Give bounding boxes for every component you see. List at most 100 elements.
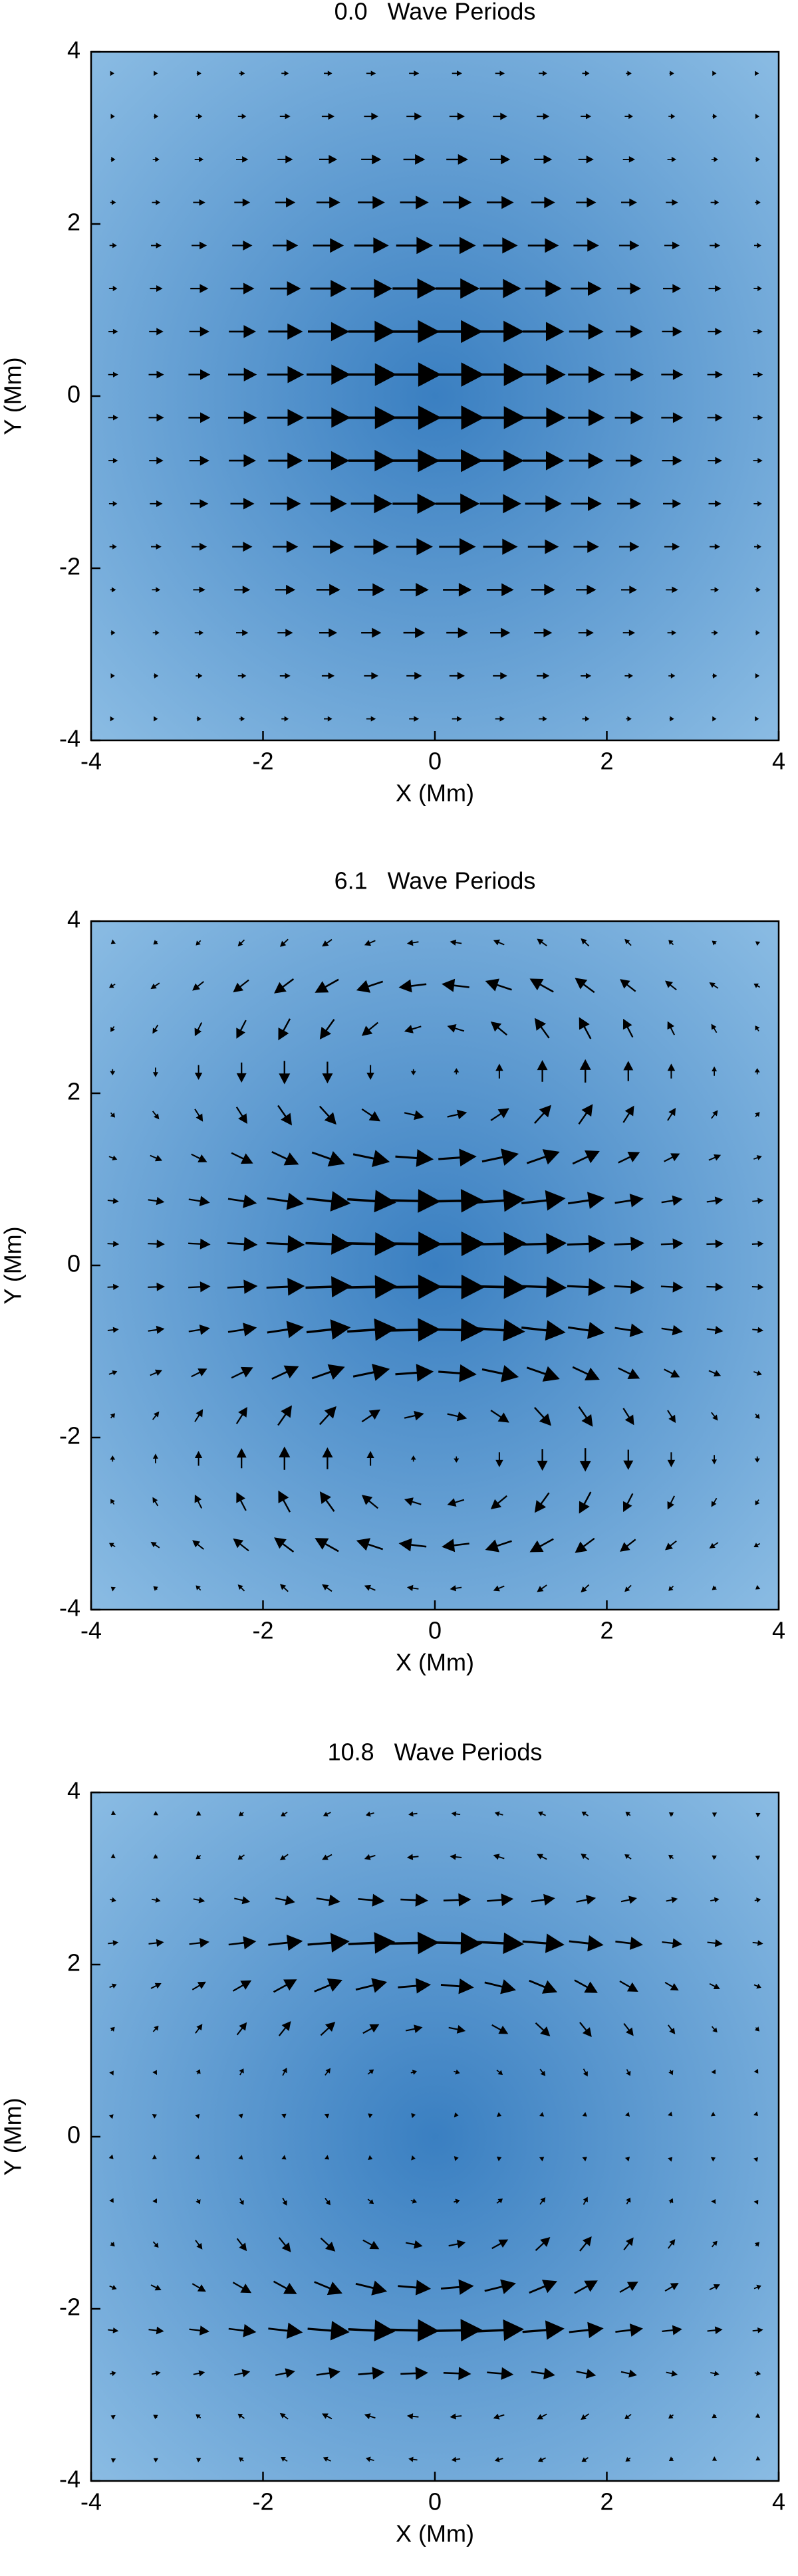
vector-arrow <box>625 1812 631 1817</box>
vector-arrow <box>188 369 211 380</box>
vector-arrow <box>708 328 722 336</box>
vector-arrow <box>273 239 299 252</box>
vector-arrow <box>388 1189 441 1213</box>
vector-arrow <box>755 2413 761 2418</box>
vector-arrow <box>753 415 763 421</box>
vector-arrow <box>496 2070 503 2076</box>
vector-arrow <box>368 2113 373 2119</box>
vector-arrow <box>196 1854 201 1860</box>
vector-arrow <box>579 2236 592 2252</box>
vector-arrow <box>620 979 636 992</box>
vector-arrow <box>619 1980 638 1992</box>
vector-arrow <box>151 2371 161 2376</box>
vector-arrow <box>754 544 761 550</box>
vector-arrow <box>431 405 485 430</box>
vector-arrow <box>319 628 338 637</box>
vector-arrow <box>238 2457 244 2462</box>
vector-arrow <box>150 500 163 507</box>
vector-arrow <box>755 1812 761 1818</box>
vector-arrow <box>491 2239 509 2250</box>
vector-arrow <box>232 2282 252 2294</box>
vector-arrow <box>755 114 760 119</box>
vector-arrow <box>410 2199 418 2204</box>
vector-arrow <box>319 1105 336 1125</box>
vector-arrow <box>569 323 604 340</box>
vector-arrow <box>279 1061 291 1085</box>
vector-arrow <box>753 2068 759 2074</box>
plot-background <box>91 52 779 740</box>
vector-arrow <box>495 716 505 722</box>
vector-arrow <box>753 286 762 292</box>
vector-arrow <box>481 1365 519 1382</box>
vector-arrow <box>660 1281 684 1293</box>
vector-arrow <box>579 1491 592 1514</box>
vector-arrow <box>361 154 382 165</box>
vector-arrow <box>232 240 253 251</box>
vector-arrow <box>192 241 207 250</box>
vector-arrow <box>238 2113 243 2119</box>
vector-arrow <box>316 2367 340 2379</box>
vector-arrow <box>362 2239 380 2250</box>
vector-arrow <box>667 1063 676 1079</box>
vector-arrow <box>268 1934 303 1951</box>
vector-arrow <box>153 940 158 945</box>
vector-arrow <box>439 538 476 556</box>
vector-arrow <box>227 1237 258 1251</box>
vector-arrow <box>361 1108 381 1122</box>
vector-arrow <box>107 1240 120 1247</box>
vector-arrow <box>755 941 761 946</box>
vector-arrow <box>239 2198 244 2205</box>
vector-arrow <box>667 630 677 636</box>
vector-arrow <box>755 673 760 679</box>
vector-arrow <box>322 1447 333 1469</box>
vector-arrow <box>753 500 762 506</box>
vector-arrow <box>109 2070 114 2076</box>
vector-arrow <box>148 1939 164 1947</box>
vector-arrow <box>388 405 442 430</box>
vector-arrow <box>475 1275 527 1299</box>
vector-arrow <box>522 1933 565 1953</box>
vector-arrow <box>107 1283 120 1291</box>
vector-arrow <box>753 2284 761 2290</box>
vector-arrow <box>348 449 396 472</box>
vector-arrow <box>621 586 637 594</box>
vector-arrow <box>320 2237 336 2252</box>
vector-arrow <box>567 1234 606 1253</box>
x-tick-label: -2 <box>252 748 273 775</box>
x-axis-label: X (Mm) <box>396 780 474 807</box>
vector-arrow <box>316 1894 340 1906</box>
vector-arrow <box>321 113 335 120</box>
vector-arrow <box>706 1239 724 1249</box>
vector-arrow <box>110 1499 115 1505</box>
vector-arrow <box>268 2322 303 2339</box>
vector-arrow <box>278 1018 291 1041</box>
vector-arrow <box>614 368 644 381</box>
vector-arrow <box>481 1148 519 1166</box>
vector-arrow <box>150 1541 160 1549</box>
vector-arrow <box>526 1149 560 1165</box>
x-tick-label: 2 <box>600 2488 613 2516</box>
vector-arrow <box>661 412 684 423</box>
vector-arrow <box>539 2111 545 2117</box>
vector-arrow <box>315 978 339 993</box>
vector-arrow <box>108 286 118 292</box>
vector-arrow <box>529 978 554 993</box>
vector-arrow <box>537 1449 548 1471</box>
vector-arrow <box>323 1811 331 1817</box>
vector-arrow <box>352 1364 390 1381</box>
vector-arrow <box>278 1490 291 1513</box>
vector-arrow <box>430 1274 485 1300</box>
vector-arrow <box>110 2371 116 2377</box>
vector-arrow <box>581 1811 589 1816</box>
vector-arrow <box>322 2413 332 2420</box>
vector-arrow <box>539 2197 546 2205</box>
vector-arrow <box>270 281 301 296</box>
vector-arrow <box>236 629 249 636</box>
vector-arrow <box>495 70 505 76</box>
vector-arrow <box>358 1893 385 1907</box>
vector-arrow <box>754 1897 761 1903</box>
vector-arrow <box>708 1154 722 1161</box>
vector-arrow <box>618 1152 640 1164</box>
vector-arrow <box>755 156 760 162</box>
vector-arrow <box>364 1584 376 1591</box>
